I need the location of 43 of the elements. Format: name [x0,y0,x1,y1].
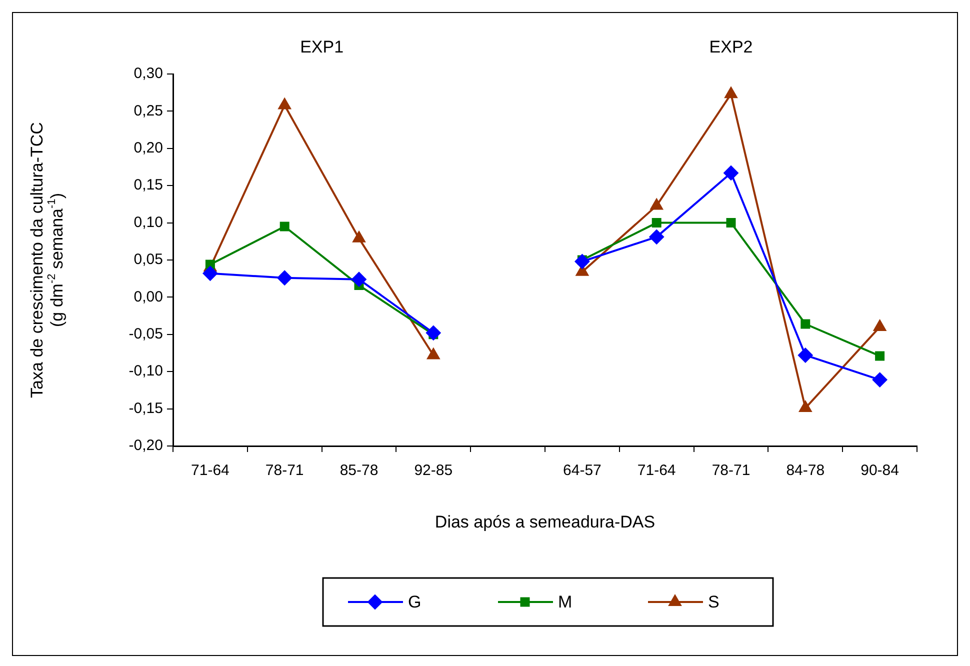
legend-label: G [408,592,422,612]
point [800,319,810,329]
point [650,198,664,210]
text: EXP1 [300,38,344,57]
x-tick-label: 84-78 [786,462,825,480]
point [277,270,292,286]
point [798,348,813,363]
x-tick-label: 71-64 [637,462,676,480]
x-tick-label: 90-84 [860,462,899,480]
legend-label: S [708,592,720,612]
y-tick-label: 0,20 [134,140,163,157]
point [875,351,885,361]
y-tick-label: 0,30 [134,65,163,82]
x-tick-label: 92-85 [414,462,453,480]
point [724,165,738,180]
point [574,254,590,269]
point [278,98,292,110]
y-tick-label: -0,20 [128,437,163,454]
point [652,218,662,228]
point [649,229,664,244]
text: EXP2 [709,38,753,57]
x-tick-label: 78-71 [712,462,750,480]
point [280,222,290,232]
x-tick-label: 71-64 [191,462,230,480]
point [426,325,441,340]
y-tick-label: 0,00 [134,288,163,306]
y-tick-label: 0,10 [134,214,163,231]
x-tick-label: 64-57 [563,462,602,480]
x-tick-label: 85-78 [340,462,378,480]
y-tick-label: -0,15 [128,400,163,417]
x-axis-title: Dias após a semeadura-DAS [434,512,656,532]
point [352,272,366,287]
y-tick-label: 0,15 [134,176,163,194]
y-tick-label: 0,05 [134,251,163,268]
x-tick-label: 78-71 [265,462,304,480]
y-tick-label: -0,10 [128,362,163,380]
point [202,266,218,281]
point [724,86,738,98]
point [726,218,736,228]
y-tick-label: 0,25 [134,102,163,120]
point [872,372,888,388]
y-tick-label: -0,05 [128,326,163,343]
legend-label: M [558,592,572,612]
